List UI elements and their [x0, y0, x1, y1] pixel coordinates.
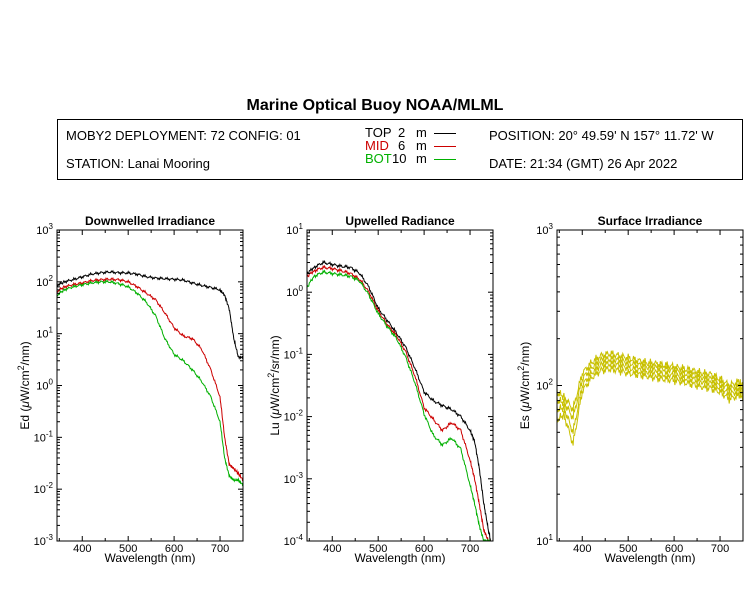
x-tick-label: 700	[211, 543, 229, 555]
deployment-text: MOBY2 DEPLOYMENT: 72 CONFIG: 01	[66, 128, 301, 143]
x-tick-label: 600	[665, 543, 683, 555]
x-tick-label: 500	[119, 543, 137, 555]
x-tick-label: 400	[323, 543, 341, 555]
y-tick-label: 10-4	[284, 533, 304, 548]
y-tick-label: 10-2	[284, 409, 304, 424]
series-line	[57, 279, 243, 487]
y-tick-label: 100	[286, 284, 303, 299]
y-tick-label: 103	[36, 222, 53, 237]
legend-line-mid	[434, 146, 456, 147]
chart-3: Surface Irradiance 400 500 600 700 101 102 103 W…	[516, 214, 744, 565]
x-tick-label: 600	[165, 543, 183, 555]
legend-depth: 2	[398, 125, 406, 140]
chart-1: Downwelled Irradiance 400 500 600 700 10-3 10-…	[16, 214, 244, 565]
y-axis-label: Ed (μW/cm2/nm)	[16, 341, 32, 429]
legend-unit: m	[416, 125, 427, 140]
y-tick-label: 10-2	[34, 481, 54, 496]
y-tick-label: 100	[36, 378, 53, 393]
series-line	[557, 350, 743, 412]
legend-depth: 6	[398, 138, 406, 153]
x-tick-label: 700	[461, 543, 479, 555]
x-axis-label: Wavelength (nm)	[355, 551, 446, 565]
y-tick-label: 101	[286, 222, 303, 237]
chart-2: Upwelled Radiance 400 500 600 700 10-4 10-3 10-…	[266, 214, 494, 565]
legend-name: MID	[365, 138, 389, 153]
legend-unit: m	[416, 138, 427, 153]
legend-name: BOT	[365, 151, 392, 166]
station-text: STATION: Lanai Mooring	[66, 156, 211, 171]
x-axis-label: Wavelength (nm)	[605, 551, 696, 565]
x-tick-label: 500	[369, 543, 387, 555]
y-tick-label: 10-3	[284, 471, 304, 486]
chart-series-group	[307, 259, 492, 541]
series-line	[557, 355, 743, 420]
series-line	[307, 264, 491, 541]
y-tick-label: 102	[36, 274, 53, 289]
series-line	[57, 269, 243, 360]
chart-series-group	[557, 350, 743, 446]
series-line	[307, 269, 491, 541]
chart-title: Downwelled Irradiance	[85, 214, 215, 228]
chart-series-group	[57, 269, 243, 487]
position-text: POSITION: 20° 49.59' N 157° 11.72' W	[489, 128, 714, 143]
x-tick-label: 500	[619, 543, 637, 555]
series-line	[307, 259, 492, 541]
x-tick-label: 600	[415, 543, 433, 555]
series-line	[557, 360, 743, 434]
chart-title: Upwelled Radiance	[345, 214, 455, 228]
series-line	[557, 365, 743, 446]
page-title: Marine Optical Buoy NOAA/MLML	[246, 97, 504, 114]
y-axis-label: Lu (μW/cm2/sr/nm)	[266, 335, 282, 435]
y-tick-label: 10-1	[34, 429, 54, 444]
info-box: MOBY2 DEPLOYMENT: 72 CONFIG: 01 STATION:…	[57, 119, 743, 180]
y-tick-label: 102	[536, 378, 553, 393]
chart-title: Surface Irradiance	[598, 214, 703, 228]
x-tick-label: 400	[73, 543, 91, 555]
x-tick-label: 400	[573, 543, 591, 555]
legend-unit: m	[416, 151, 427, 166]
y-tick-label: 101	[36, 326, 53, 341]
legend-depth: 10	[392, 151, 407, 166]
legend-line-bot	[434, 159, 456, 160]
x-tick-label: 700	[711, 543, 729, 555]
legend-line-top	[434, 133, 456, 134]
x-axis-label: Wavelength (nm)	[105, 551, 196, 565]
y-axis-label: Es (μW/cm2/nm)	[516, 342, 532, 430]
legend-name: TOP	[365, 125, 392, 140]
y-tick-label: 10-1	[284, 346, 304, 361]
plot-frame	[306, 229, 494, 542]
y-tick-label: 10-3	[34, 533, 54, 548]
y-tick-label: 103	[536, 222, 553, 237]
y-tick-label: 101	[536, 533, 553, 548]
series-line	[57, 276, 243, 482]
date-text: DATE: 21:34 (GMT) 26 Apr 2022	[489, 156, 678, 171]
